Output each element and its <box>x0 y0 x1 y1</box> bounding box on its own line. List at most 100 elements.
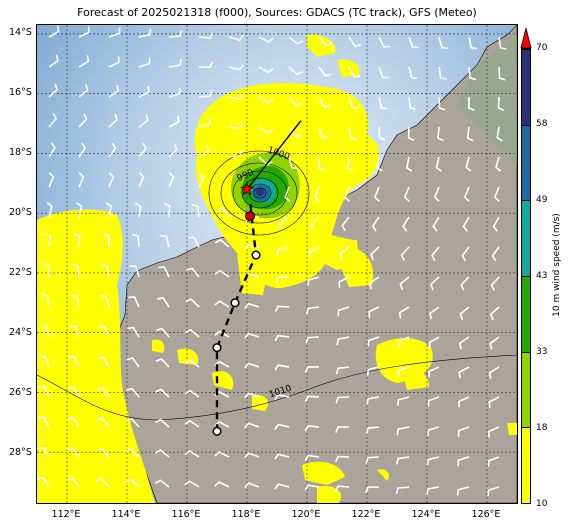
wind-barb <box>284 186 291 202</box>
wind-barb <box>198 32 214 39</box>
wind-barb <box>461 246 470 262</box>
lat-label: 28°S <box>9 447 32 458</box>
wind-barb <box>98 326 110 338</box>
wind-barb <box>335 426 350 433</box>
lon-label: 118°E <box>231 509 261 520</box>
colorbar-label: 10 m wind speed (m/s) <box>552 213 562 317</box>
wind-barb <box>258 66 274 74</box>
wind-barb <box>426 486 440 495</box>
wind-barb <box>41 293 50 308</box>
wind-barb <box>48 54 59 68</box>
wind-barb <box>39 355 50 368</box>
track-point <box>212 343 222 353</box>
wind-barb <box>371 216 380 232</box>
wind-barb <box>466 126 474 142</box>
wind-barb <box>367 336 380 347</box>
lon-label: 122°E <box>351 509 381 520</box>
wind-barb <box>365 486 380 494</box>
wind-barb <box>214 451 230 458</box>
wind-barb <box>228 149 243 158</box>
wind-barb <box>163 202 171 218</box>
wind-barb <box>288 66 303 76</box>
lat-label: 22°S <box>9 267 32 278</box>
wind-barb <box>40 324 50 338</box>
lon-label: 112°E <box>51 509 81 520</box>
wind-barb <box>489 306 500 321</box>
wind-barb <box>378 36 390 48</box>
colorbar-segment <box>522 275 530 352</box>
wind-barb <box>366 366 380 376</box>
wind-barb <box>198 90 213 98</box>
wind-barb <box>138 114 149 128</box>
wind-barb <box>465 156 472 172</box>
wind-barb <box>214 269 230 278</box>
wind-barb <box>155 388 170 398</box>
wind-barb <box>365 456 380 464</box>
wind-barb <box>432 216 440 232</box>
wind-barb <box>487 456 500 467</box>
wind-barb <box>308 246 320 259</box>
wind-barb <box>305 336 320 344</box>
wind-barb <box>378 126 386 141</box>
wind-barb <box>490 276 500 291</box>
wind-barb <box>160 234 170 248</box>
wind-barb <box>334 485 350 493</box>
wind-barb <box>244 332 260 339</box>
lat-label: 14°S <box>9 27 32 38</box>
wind-barb <box>228 122 244 130</box>
wind-barb <box>458 366 470 379</box>
wind-barb <box>488 426 500 438</box>
wind-barb <box>155 358 170 368</box>
wind-barb <box>395 486 410 495</box>
wind-barb <box>395 456 410 465</box>
wind-barb <box>184 359 200 368</box>
forecast-map[interactable]: 1000 990 1010 <box>36 24 518 504</box>
wind-barb <box>244 452 260 459</box>
wind-barb <box>48 172 55 188</box>
wind-barb <box>347 156 354 172</box>
wind-barb <box>105 202 113 218</box>
wind-barb <box>274 364 290 371</box>
wind-barb <box>491 246 500 262</box>
lon-label: 124°E <box>411 509 441 520</box>
wind-barb <box>72 263 80 278</box>
map-title: Forecast of 2025021318 (f000), Sources: … <box>77 6 477 19</box>
wind-barb <box>462 216 470 232</box>
wind-barb <box>38 386 50 398</box>
wind-barb <box>396 396 410 406</box>
wind-barb <box>37 416 50 428</box>
wind-barb <box>132 233 140 248</box>
wind-barb <box>368 276 380 290</box>
wind-barb <box>108 56 120 68</box>
track-point <box>251 250 261 260</box>
lon-label: 114°E <box>111 509 141 520</box>
wind-barb <box>400 246 410 261</box>
wind-barb <box>214 330 230 338</box>
wind-barb <box>488 396 500 409</box>
wind-barb <box>108 113 119 128</box>
wind-barbs <box>37 25 507 497</box>
wind-barb <box>138 172 145 188</box>
wind-barb <box>48 83 59 98</box>
wind-barb <box>318 66 332 77</box>
forecast-position-marker <box>245 211 255 222</box>
colorbar <box>521 48 531 504</box>
wind-barb <box>492 216 500 232</box>
wind-barb <box>398 336 410 348</box>
wind-barb <box>426 456 440 466</box>
wind-barb <box>433 186 440 202</box>
wind-barb <box>489 336 500 350</box>
wind-barb <box>185 328 200 338</box>
wind-barb <box>244 422 260 429</box>
wind-barb <box>78 26 90 38</box>
wind-barb <box>496 126 503 142</box>
wind-barb <box>460 276 470 291</box>
wind-barb <box>288 96 303 107</box>
colorbar-tick: 10 <box>536 499 548 509</box>
wind-barb <box>457 456 470 467</box>
wind-barb <box>304 424 320 432</box>
wind-barb <box>338 276 350 288</box>
wind-barb <box>126 387 140 398</box>
wind-barb <box>456 486 470 496</box>
wind-barb <box>304 484 320 491</box>
